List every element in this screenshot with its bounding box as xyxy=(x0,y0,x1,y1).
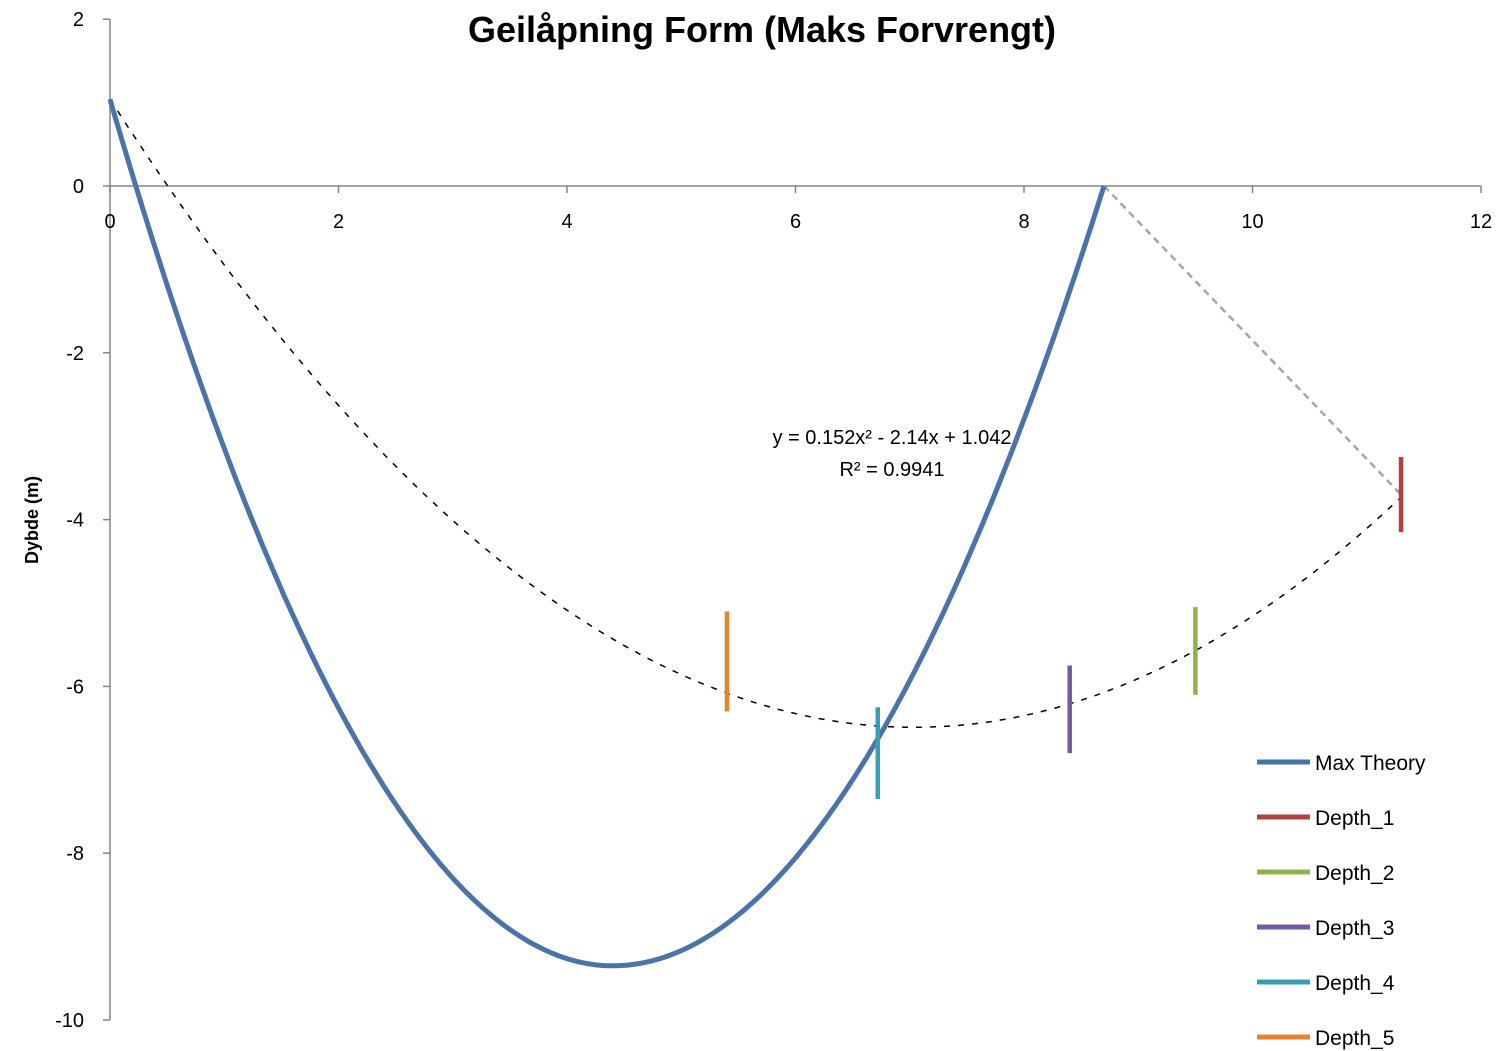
x-tick-label: 6 xyxy=(790,211,801,233)
x-tick-label: 2 xyxy=(333,211,344,233)
series-max-theory xyxy=(107,98,1107,969)
x-tick-label: 12 xyxy=(1470,211,1492,233)
legend-label-depth-2: Depth_2 xyxy=(1315,862,1394,885)
legend-label-depth-4: Depth_4 xyxy=(1315,972,1395,995)
legend-label-depth-1: Depth_1 xyxy=(1315,807,1394,830)
legend-label-depth-3: Depth_3 xyxy=(1315,917,1394,940)
x-tick-label: 0 xyxy=(104,211,115,233)
trendline-r-squared: R² = 0.9941 xyxy=(839,459,944,481)
legend-label-max theory: Max Theory xyxy=(1315,752,1426,775)
y-tick-label: -6 xyxy=(66,676,84,698)
trendline xyxy=(109,98,1402,729)
y-tick-label: 0 xyxy=(73,176,84,198)
y-tick-label: 2 xyxy=(73,9,84,31)
y-tick-label: -10 xyxy=(55,1010,84,1032)
x-tick-label: 4 xyxy=(561,211,572,233)
x-tick-label: 8 xyxy=(1018,211,1029,233)
y-tick-label: -2 xyxy=(66,343,84,365)
y-axis-title: Dybde (m) xyxy=(22,476,42,564)
trendline-equation: y = 0.152x² - 2.14x + 1.042 xyxy=(772,427,1011,449)
y-tick-label: -8 xyxy=(66,843,84,865)
chart-title: Geilåpning Form (Maks Forvrengt) xyxy=(468,9,1056,50)
y-tick-label: -4 xyxy=(66,510,84,532)
legend-label-depth-5: Depth_5 xyxy=(1315,1027,1394,1050)
x-tick-label: 10 xyxy=(1241,211,1263,233)
